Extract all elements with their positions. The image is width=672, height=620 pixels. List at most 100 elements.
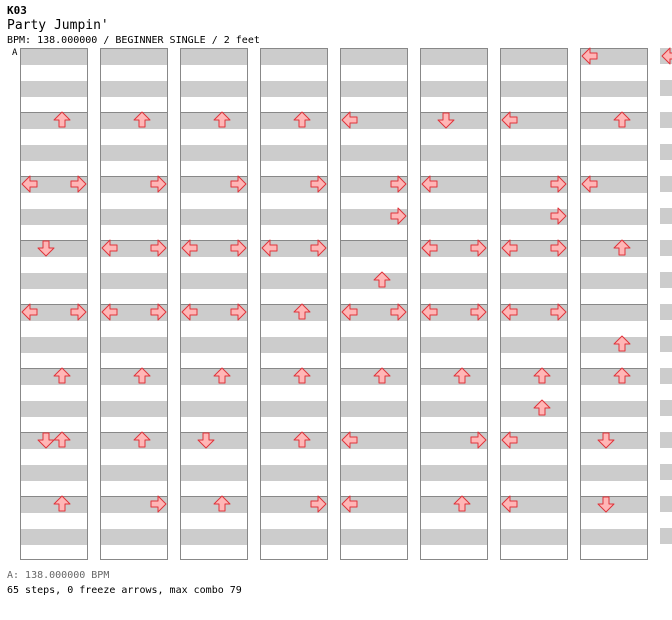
- step-arrow-right-icon: [390, 207, 407, 225]
- step-arrow-left-icon: [261, 239, 278, 257]
- step-arrow-up-icon: [53, 367, 71, 384]
- step-arrow-left-icon: [581, 175, 598, 193]
- step-arrow-up-icon: [213, 495, 231, 512]
- chart-column-5: [340, 48, 408, 560]
- step-arrow-right-icon: [550, 207, 567, 225]
- measure-line: [21, 432, 87, 433]
- measure-line: [581, 432, 647, 433]
- step-arrow-right-icon: [70, 175, 87, 193]
- step-arrow-right-icon: [230, 239, 247, 257]
- chart-column-3: [180, 48, 248, 560]
- step-arrow-left-icon: [581, 47, 598, 65]
- measure-line: [261, 112, 327, 113]
- step-arrow-right-icon: [150, 175, 167, 193]
- chart-info: BPM: 138.000000 / BEGINNER SINGLE / 2 fe…: [7, 35, 260, 46]
- measure-line: [581, 112, 647, 113]
- song-title: Party Jumpin': [7, 18, 109, 33]
- measure-line: [101, 368, 167, 369]
- measure-line: [101, 496, 167, 497]
- measure-line: [21, 240, 87, 241]
- step-arrow-up-icon: [453, 495, 471, 512]
- measure-line: [21, 304, 87, 305]
- measure-line: [341, 112, 407, 113]
- step-arrow-left-icon: [421, 239, 438, 257]
- measure-line: [261, 240, 327, 241]
- measure-line: [421, 432, 487, 433]
- step-arrow-right-icon: [470, 303, 487, 321]
- measure-line: [261, 496, 327, 497]
- measure-line: [501, 240, 567, 241]
- measure-line: [21, 368, 87, 369]
- step-arrow-left-icon: [21, 303, 38, 321]
- measure-line: [261, 176, 327, 177]
- measure-line: [581, 176, 647, 177]
- step-arrow-right-icon: [230, 303, 247, 321]
- measure-line: [181, 368, 247, 369]
- measure-line: [341, 304, 407, 305]
- chart-column-overflow: [660, 48, 672, 560]
- step-arrow-left-icon: [421, 175, 438, 193]
- step-arrow-up-icon: [613, 335, 631, 352]
- chart-column-1: [20, 48, 88, 560]
- measure-line: [421, 304, 487, 305]
- measure-line: [181, 176, 247, 177]
- step-arrow-left-icon: [421, 303, 438, 321]
- measure-line: [341, 176, 407, 177]
- chart-column-8: [580, 48, 648, 560]
- measure-line: [501, 112, 567, 113]
- step-arrow-left-icon: [341, 303, 358, 321]
- step-arrow-up-icon: [213, 367, 231, 384]
- measure-line: [181, 304, 247, 305]
- step-arrow-up-icon: [133, 367, 151, 384]
- chart-column-6: [420, 48, 488, 560]
- footer-bpm: A: 138.000000 BPM: [7, 570, 110, 581]
- step-arrow-up-icon: [133, 431, 151, 448]
- step-arrow-right-icon: [550, 303, 567, 321]
- step-arrow-right-icon: [70, 303, 87, 321]
- step-arrow-up-icon: [373, 271, 391, 288]
- step-arrow-left-icon: [341, 495, 358, 513]
- step-arrow-down-icon: [597, 432, 615, 449]
- measure-line: [421, 176, 487, 177]
- step-arrow-right-icon: [150, 303, 167, 321]
- step-arrow-up-icon: [613, 239, 631, 256]
- step-arrow-left-icon: [501, 111, 518, 129]
- step-arrow-right-icon: [390, 175, 407, 193]
- measure-line: [101, 240, 167, 241]
- chart-id: K03: [7, 4, 27, 17]
- step-arrow-right-icon: [230, 175, 247, 193]
- step-arrow-down-icon: [197, 432, 215, 449]
- measure-line: [421, 112, 487, 113]
- measure-line: [21, 176, 87, 177]
- footer-stats: 65 steps, 0 freeze arrows, max combo 79: [7, 585, 242, 596]
- chart-column-4: [260, 48, 328, 560]
- measure-line: [341, 432, 407, 433]
- measure-line: [261, 368, 327, 369]
- measure-line: [101, 432, 167, 433]
- step-arrow-right-icon: [470, 239, 487, 257]
- measure-line: [501, 304, 567, 305]
- measure-line: [501, 496, 567, 497]
- step-arrow-up-icon: [453, 367, 471, 384]
- step-arrow-left-icon: [501, 431, 518, 449]
- step-arrow-left-icon: [501, 495, 518, 513]
- step-arrow-left-icon: [101, 303, 118, 321]
- step-arrow-left-icon: [501, 239, 518, 257]
- step-arrow-right-icon: [310, 239, 327, 257]
- step-arrow-right-icon: [470, 431, 487, 449]
- step-arrow-up-icon: [293, 303, 311, 320]
- step-arrow-right-icon: [550, 175, 567, 193]
- measure-line: [101, 176, 167, 177]
- step-arrow-up-icon: [293, 111, 311, 128]
- measure-line: [261, 304, 327, 305]
- step-arrow-right-icon: [150, 495, 167, 513]
- measure-line: [341, 368, 407, 369]
- step-arrow-left-icon: [341, 111, 358, 129]
- measure-line: [21, 112, 87, 113]
- step-arrow-up-icon: [53, 431, 71, 448]
- measure-line: [501, 368, 567, 369]
- bpm-marker-label: A: [12, 48, 18, 58]
- step-arrow-left-icon: [181, 239, 198, 257]
- step-arrow-up-icon: [613, 367, 631, 384]
- measure-line: [181, 432, 247, 433]
